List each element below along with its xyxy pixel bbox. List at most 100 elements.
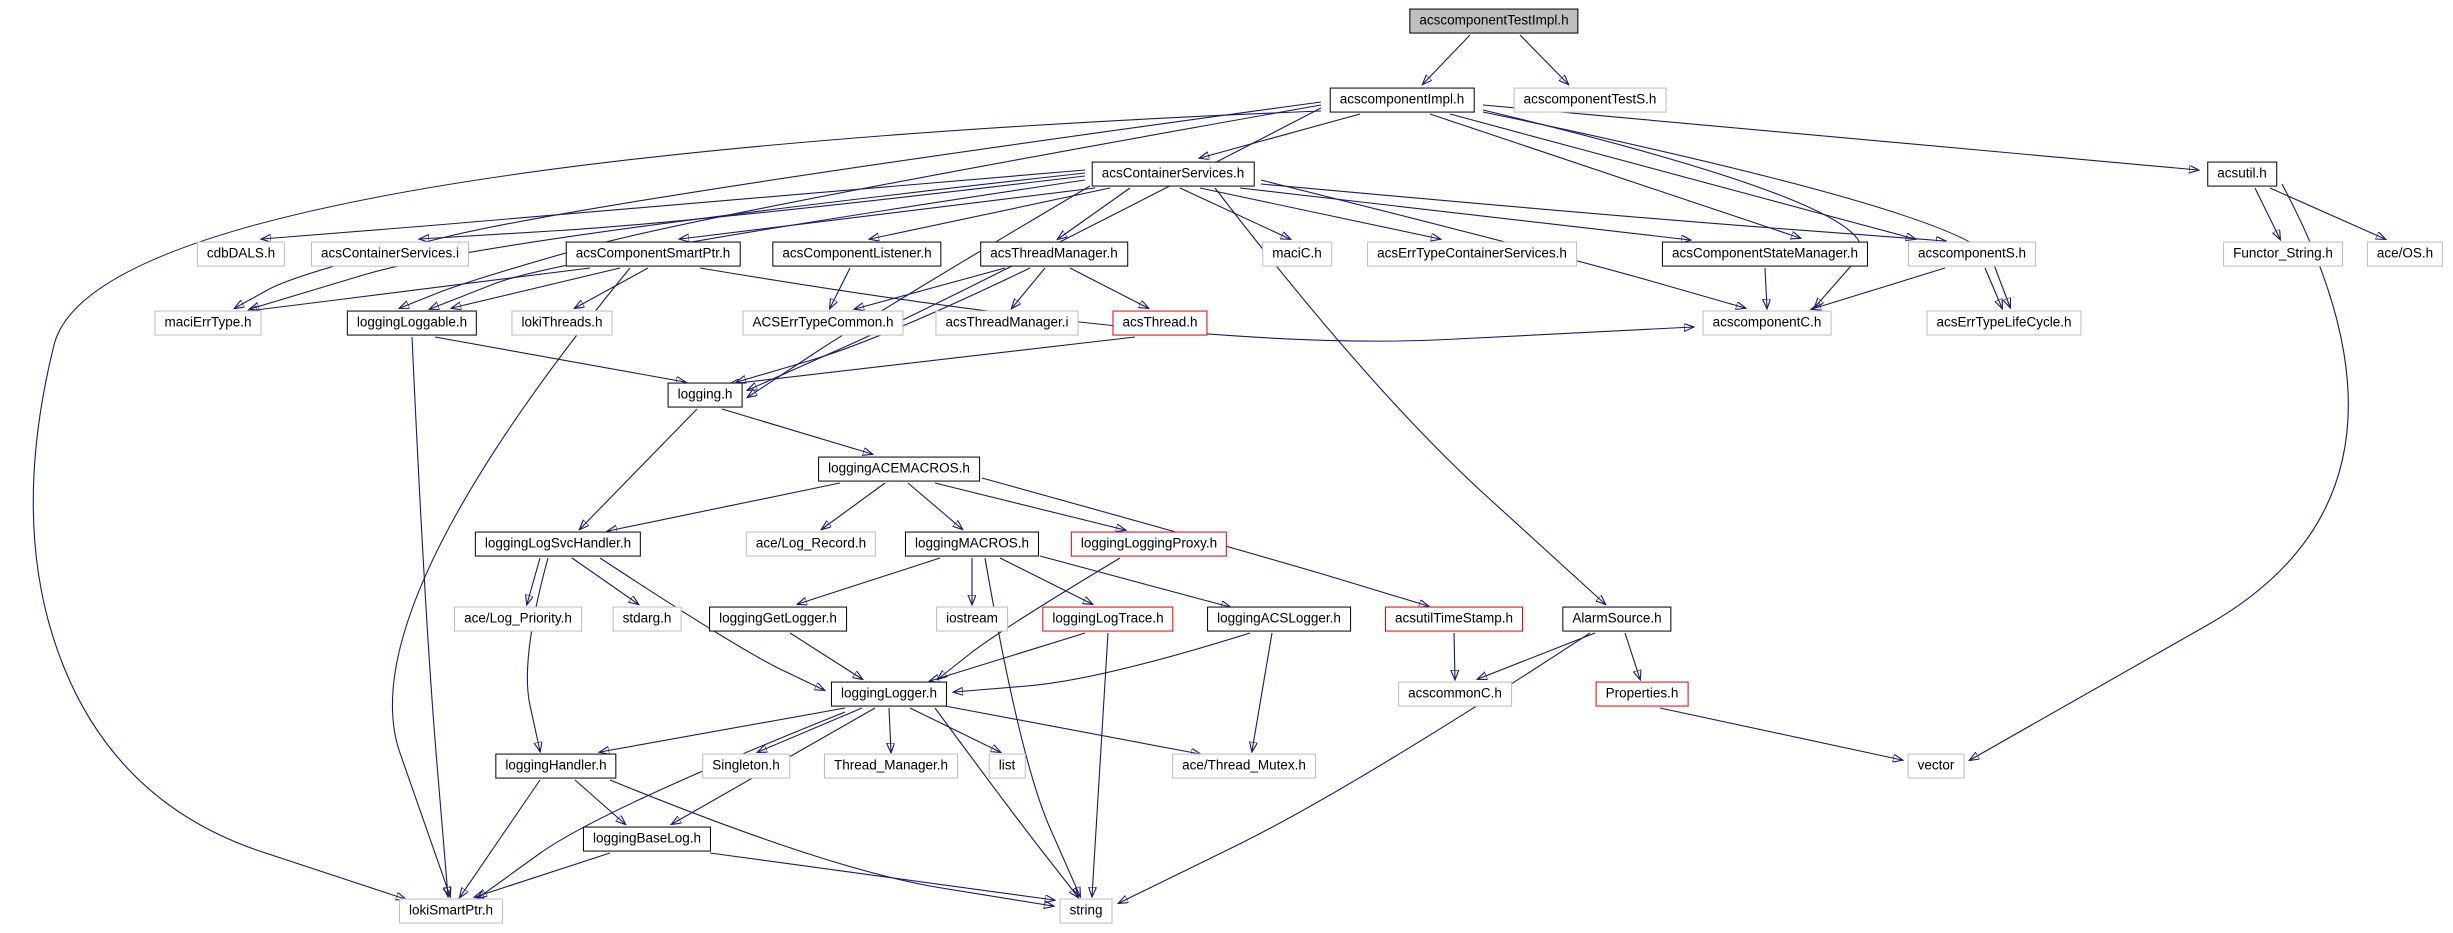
edge-threadManager-threadManagerI (1012, 267, 1046, 308)
node-logginghandler-h[interactable]: loggingHandler.h (495, 753, 617, 779)
edge-smartPtr-lokiThreads (575, 267, 649, 308)
edge-logSvcHandler-logger (599, 557, 824, 690)
node-acsthreadmanager-i: acsThreadManager.i (935, 310, 1079, 336)
edge-threadManager-acsThread (1069, 267, 1148, 308)
node-logginglogsvchandler-h[interactable]: loggingLogSvcHandler.h (474, 531, 642, 557)
node-acscommonc-h: acscommonC.h (1398, 681, 1512, 707)
edge-impl-maciErrType (235, 101, 1322, 308)
edge-acsutil-aceOS (2269, 187, 2385, 239)
edge-logger-list (909, 707, 1000, 752)
edge-logging-logSvcHandler (580, 408, 698, 529)
edge-containerServices-cdbDALS (262, 169, 1086, 239)
edge-alarmSource-properties (1624, 632, 1640, 679)
edge-logger-threadManagerAce (889, 707, 891, 752)
node-loggingloggingproxy-h[interactable]: loggingLoggingProxy.h (1070, 531, 1228, 557)
node-acsutiltimestamp-h[interactable]: acsutilTimeStamp.h (1384, 606, 1524, 632)
node-acscomponentstatemanager-h[interactable]: acsComponentStateManager.h (1661, 241, 1869, 267)
node-iostream: iostream (936, 606, 1008, 632)
edge-logging-aceMacros (721, 408, 872, 454)
edge-impl-stateManager (1429, 113, 1800, 238)
node-acscontainerservices-i: acsContainerServices.i (310, 241, 470, 267)
node-logginggetlogger-h[interactable]: loggingGetLogger.h (709, 606, 847, 632)
node-acscontainerservices-h[interactable]: acsContainerServices.h (1091, 161, 1255, 187)
node-acsthreadmanager-h[interactable]: acsThreadManager.h (980, 241, 1128, 267)
edge-handler-string (609, 779, 1053, 906)
edge-aceMacros-logRecord (822, 482, 886, 529)
node-loggingmacros-h[interactable]: loggingMACROS.h (904, 531, 1040, 557)
node-alarmsource-h[interactable]: AlarmSource.h (1562, 606, 1672, 632)
node-acserrtypecontainerservices-h: acsErrTypeContainerServices.h (1367, 241, 1577, 267)
edge-containerServices-containerServicesI (420, 175, 1086, 239)
edge-componentS-componentC (1812, 267, 1946, 309)
node-functor-string-h: Functor_String.h (2223, 241, 2343, 267)
node-acsthread-h[interactable]: acsThread.h (1112, 310, 1208, 336)
node-acscomponentc-h: acscomponentC.h (1702, 310, 1832, 336)
node-acsutil-h[interactable]: acsutil.h (2207, 161, 2277, 187)
node-macierrtype-h: maciErrType.h (154, 310, 262, 336)
edge-smartPtr-maciErrType (248, 267, 591, 311)
edge-logger-string (934, 707, 1078, 897)
edge-timeStamp-acscommonC (1454, 632, 1455, 679)
edge-threadManager-acsErrTypeCommon (855, 267, 1006, 309)
edge-logTrace-logger (930, 632, 1086, 681)
node-thread-manager-h: Thread_Manager.h (823, 753, 959, 779)
edge-containerServices-componentS (1260, 183, 1945, 241)
edge-handler-lokiSmartPtr (460, 779, 541, 897)
edge-logger-singleton (758, 707, 863, 752)
edge-aceMacros-logSvcHandler (608, 482, 841, 531)
node-loggingacemacros-h[interactable]: loggingACEMACROS.h (818, 456, 980, 482)
edge-impl-containerServices (1200, 113, 1361, 158)
edge-impl-loggable (400, 104, 1322, 308)
edge-containerServices-smartPtr (680, 187, 1096, 239)
node-logginglogtrace-h[interactable]: loggingLogTrace.h (1042, 606, 1174, 632)
edge-impl-componentS (1449, 113, 1915, 239)
edge-macros-logTrace (999, 557, 1092, 604)
edge-smartPtr-lokiSmartPtr (391, 267, 631, 896)
edge-alarmSource-string (1119, 632, 1591, 903)
edge-acsLogger-threadMutex (1252, 632, 1273, 751)
edge-componentS-errTypeLifeCycle (1984, 267, 2002, 308)
node-list: list (988, 753, 1026, 779)
edge-macros-acsLogger (1039, 555, 1230, 607)
node-logginglogger-h[interactable]: loggingLogger.h (830, 681, 948, 707)
node-properties-h[interactable]: Properties.h (1595, 681, 1689, 707)
node-loggingbaselog-h[interactable]: loggingBaseLog.h (582, 826, 712, 852)
edge-acsThread-logging (730, 336, 1136, 384)
edge-loggable-logging (434, 336, 685, 382)
node-string: string (1059, 898, 1113, 924)
edge-logTrace-string (1092, 632, 1109, 896)
node-cdbdals-h: cdbDALS.h (196, 241, 286, 267)
node-logging-h[interactable]: logging.h (667, 382, 743, 408)
edge-alarmSource-acscommonC (1478, 632, 1596, 679)
node-loggingloggable-h[interactable]: loggingLoggable.h (346, 310, 478, 336)
edge-listener-acsErrTypeCommon (830, 267, 851, 308)
edge-testImpl-impl (1423, 34, 1471, 84)
edge-logSvcHandler-stdarg (571, 557, 638, 604)
node-acscomponentsmartptr-h[interactable]: acsComponentSmartPtr.h (565, 241, 741, 267)
node-acscomponentlistener-h[interactable]: acsComponentListener.h (772, 241, 942, 267)
node-acscomponentimpl-h[interactable]: acscomponentImpl.h (1329, 87, 1475, 113)
edge-loggingProxy-logger (938, 557, 1121, 679)
edge-handler-baseLog (574, 779, 625, 824)
node-acserrtypelifecycle-h: acsErrTypeLifeCycle.h (1926, 310, 2082, 336)
node-ace-log-priority-h: ace/Log_Priority.h (454, 606, 582, 632)
node-acscomponents-h: acscomponentS.h (1907, 241, 2037, 267)
edge-containerServices-alarmSource (1214, 187, 1605, 604)
edge-acsLogger-logger (954, 632, 1251, 692)
edge-acsutil-vector (1970, 183, 2349, 760)
edge-smartPtr-loggable (452, 267, 621, 308)
edge-impl-errTypeLifeCycle (1482, 111, 2010, 307)
edge-properties-vector (1659, 707, 1902, 760)
node-ace-thread-mutex-h: ace/Thread_Mutex.h (1172, 753, 1316, 779)
edge-logger-handler (600, 707, 846, 752)
edge-acsutil-functorString (2254, 187, 2280, 239)
edge-baseLog-lokiSmartPtr (475, 852, 611, 897)
edge-logSvcHandler-logPriority (527, 557, 541, 604)
node-loggingacslogger-h[interactable]: loggingACSLogger.h (1207, 606, 1351, 632)
edge-getLogger-logger (789, 632, 862, 679)
edge-aceMacros-loggingProxy (934, 482, 1125, 530)
edge-stateManager-componentC (1765, 267, 1767, 308)
node-lokithreads-h: lokiThreads.h (511, 310, 613, 336)
edge-containerServices-threadManager (1058, 187, 1131, 239)
